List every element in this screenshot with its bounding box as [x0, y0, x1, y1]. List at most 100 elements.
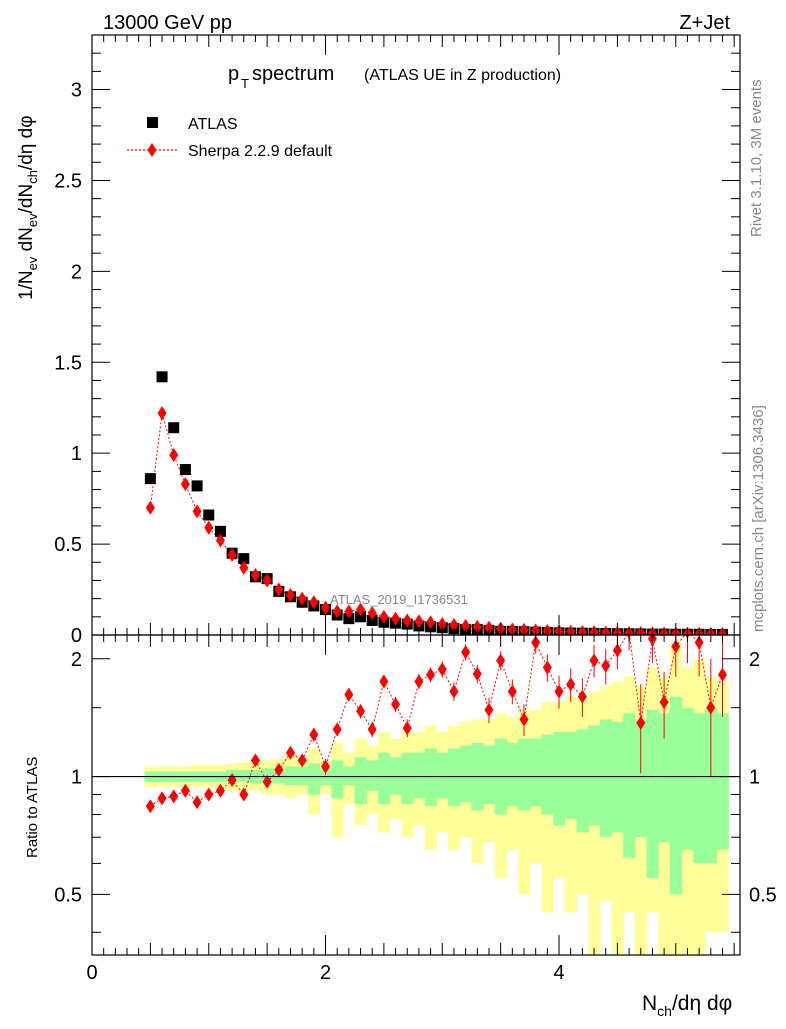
ratio-sherpa-point — [461, 645, 471, 660]
ratio-sherpa-point — [239, 787, 249, 802]
xtick-label: 4 — [553, 962, 564, 984]
ratio-sherpa-point — [192, 795, 202, 810]
ratio-ytick-label-right: 2 — [749, 649, 760, 671]
band-inner-bin — [331, 760, 344, 799]
ratio-sherpa-point — [542, 660, 552, 675]
ratio-sherpa-point — [484, 702, 494, 717]
ratio-sherpa-point — [204, 787, 214, 802]
band-inner-bin — [237, 769, 251, 782]
sherpa-point — [309, 595, 319, 610]
ratio-sherpa-point — [554, 684, 564, 699]
atlas-point — [179, 464, 191, 476]
ratio-sherpa-point — [169, 789, 179, 804]
sherpa-point — [145, 500, 155, 515]
ratio-sherpa-point — [706, 700, 716, 715]
atlas-point — [156, 371, 168, 383]
atlas-point — [214, 525, 226, 537]
ratio-ytick-label-right: 0.5 — [749, 884, 777, 906]
band-inner-bin — [681, 707, 694, 850]
band-inner-bin — [483, 745, 496, 805]
sherpa-point — [192, 504, 202, 519]
ratio-ytick-label-right: 1 — [749, 767, 760, 789]
sherpa-point — [250, 568, 260, 582]
ratio-sherpa-point — [285, 745, 295, 760]
sherpa-point — [215, 533, 225, 548]
main-ytick-label: 1.5 — [54, 352, 82, 374]
band-inner-bin — [623, 713, 636, 858]
sherpa-point — [169, 448, 179, 462]
ratio-sherpa-point — [332, 722, 342, 737]
process-label: Z+Jet — [679, 12, 730, 34]
mcplots-label: mcplots.cern.ch [arXiv:1306.3436] — [750, 405, 767, 632]
sherpa-point — [297, 591, 307, 606]
sherpa-point — [379, 609, 389, 624]
atlas-point — [366, 614, 378, 626]
sherpa-point — [274, 582, 284, 597]
atlas-point — [355, 611, 367, 623]
band-inner-bin — [354, 757, 367, 805]
main-ytick-label: 1 — [71, 443, 82, 465]
ratio-sherpa-point — [274, 762, 284, 777]
band-inner-bin — [518, 738, 531, 811]
sherpa-point — [414, 614, 424, 629]
sherpa-point — [204, 520, 214, 535]
ratio-ylabel: Ratio to ATLAS — [24, 757, 41, 858]
band-inner-bin — [588, 725, 601, 826]
ratio-sherpa-point — [694, 635, 704, 650]
ratio-sherpa-point — [309, 727, 319, 742]
ratio-sherpa-point — [379, 674, 389, 689]
chart-title-subscript: T — [241, 76, 249, 91]
band-inner-bin — [308, 763, 321, 795]
band-inner-bin — [401, 752, 414, 805]
sherpa-point — [239, 560, 249, 575]
ratio-sherpa-point — [250, 753, 260, 768]
analysis-watermark: ATLAS_2019_I1736531 — [330, 592, 468, 607]
legend-sherpa-label: Sherpa 2.2.9 default — [188, 143, 333, 160]
main-ytick-label: 0.5 — [54, 534, 82, 556]
ratio-sherpa-point — [356, 704, 366, 719]
ratio-sherpa-point — [321, 759, 331, 774]
ratio-series — [145, 635, 727, 814]
ratio-sherpa-point — [391, 697, 401, 712]
xtick-label: 0 — [86, 962, 97, 984]
ratio-sherpa-point — [531, 635, 541, 650]
sherpa-point — [344, 604, 354, 619]
sherpa-point — [285, 588, 295, 602]
sherpa-point — [321, 600, 331, 615]
chart-title-rest: spectrum — [252, 63, 334, 85]
legend-sherpa-marker — [147, 143, 157, 157]
atlas-point — [238, 553, 250, 565]
atlas-point — [191, 480, 203, 492]
band-inner-bin — [704, 707, 718, 864]
band-inner-bin — [378, 752, 391, 805]
legend-atlas-marker — [147, 117, 158, 128]
sherpa-point — [391, 611, 401, 626]
band-inner-bin — [564, 731, 578, 819]
ratio-ytick-label-left: 2 — [71, 649, 82, 671]
sherpa-point — [449, 618, 459, 632]
ratio-sherpa-point — [566, 677, 576, 692]
ratio-frame — [91, 634, 741, 956]
main-ytick-label: 3 — [71, 80, 82, 102]
sherpa-point — [262, 573, 272, 588]
band-inner-bin — [646, 709, 659, 879]
ratio-sherpa-point — [659, 695, 669, 710]
band-inner-bin — [693, 713, 706, 864]
ratio-sherpa-point — [437, 662, 447, 677]
ratio-sherpa-point — [519, 712, 529, 727]
ratio-sherpa-point — [507, 684, 517, 699]
band-inner-bin — [389, 757, 402, 795]
ratio-sherpa-point — [472, 666, 482, 681]
sherpa-point — [402, 613, 412, 628]
main-ytick-label: 2.5 — [54, 170, 82, 192]
band-inner-bin — [658, 713, 671, 843]
sherpa-point — [356, 602, 366, 617]
ratio-sherpa-point — [145, 799, 155, 814]
ratio-sherpa-point — [601, 658, 611, 673]
axes: 00.511.522.530.5 0.51 12 20 2 4 — [54, 34, 777, 984]
band-inner-bin — [529, 738, 543, 807]
ratio-sherpa-point — [449, 684, 459, 699]
xtick-label: 2 — [320, 962, 331, 984]
